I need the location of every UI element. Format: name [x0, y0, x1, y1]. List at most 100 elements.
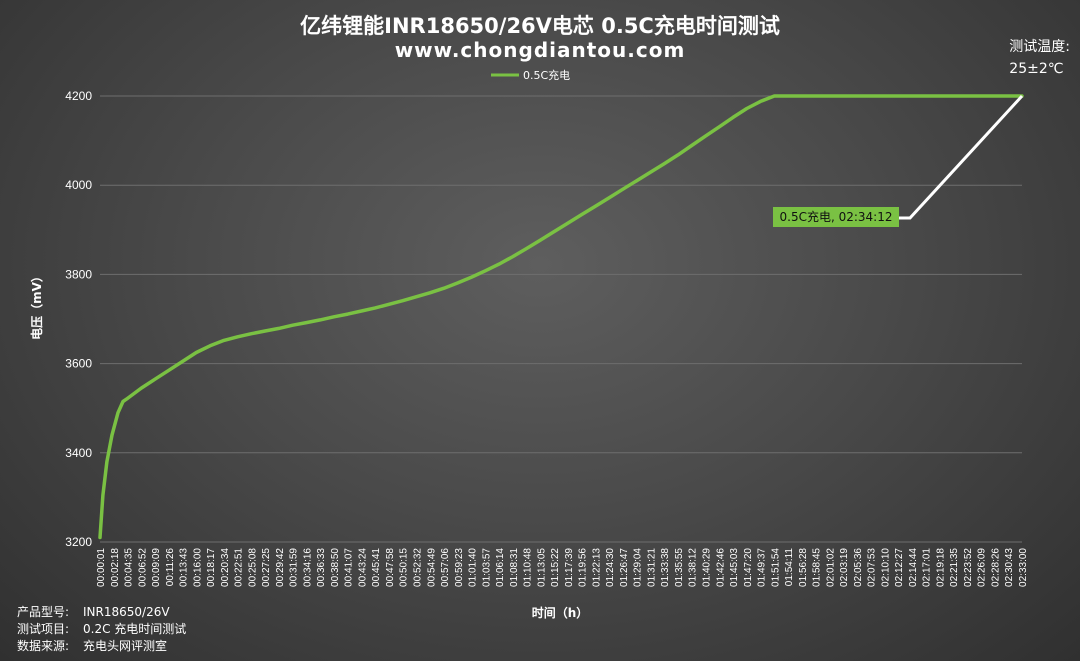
- x-tick-label: 01:40:29: [701, 548, 712, 587]
- x-tick-label: 01:58:45: [812, 548, 823, 587]
- y-tick-label: 3800: [65, 267, 92, 281]
- x-tick-label: 01:17:39: [564, 548, 575, 587]
- x-tick-label: 02:26:09: [977, 548, 988, 587]
- x-tick-label: 02:03:19: [839, 548, 850, 587]
- footer-source-row: 数据来源: 充电头网评测室: [17, 638, 186, 655]
- footer-product-row: 产品型号: INR18650/26V: [17, 604, 186, 621]
- test-temperature-value: 25±2℃: [1009, 61, 1064, 77]
- y-axis-label: 电压（mV）: [29, 270, 44, 340]
- x-tick-label: 01:29:04: [633, 548, 644, 587]
- x-tick-label: 02:07:53: [867, 548, 878, 587]
- x-tick-label: 01:47:20: [743, 548, 754, 587]
- x-tick-label: 00:16:00: [192, 548, 203, 587]
- x-tick-label: 01:49:37: [757, 548, 768, 587]
- y-tick-label: 3400: [65, 446, 92, 460]
- x-tick-label: 02:19:18: [935, 548, 946, 587]
- callout-box: [773, 207, 899, 227]
- footer-source-value: 充电头网评测室: [83, 639, 168, 653]
- test-temperature-note: 测试温度: 25±2℃: [1009, 36, 1070, 80]
- chart-subtitle: www.chongdiantou.com: [394, 38, 686, 62]
- x-tick-label: 00:18:17: [206, 548, 217, 587]
- x-tick-label: 01:15:22: [550, 548, 561, 587]
- x-tick-label: 00:20:34: [220, 548, 231, 587]
- x-tick-label: 02:33:00: [1018, 548, 1029, 587]
- chart-legend: 0.5C充电: [491, 68, 570, 82]
- x-tick-label: 01:42:46: [715, 548, 726, 587]
- chart-series: [98, 94, 1024, 540]
- x-axis-ticks: 00:00:01 00:02:18 00:04:35 00:06:52 00:09:09…: [96, 548, 1029, 587]
- x-tick-label: 02:05:36: [853, 548, 864, 587]
- x-tick-label: 00:02:18: [110, 548, 121, 587]
- x-tick-label: 00:22:51: [234, 548, 245, 587]
- x-tick-label: 00:11:26: [165, 548, 176, 587]
- x-tick-label: 00:25:08: [247, 548, 258, 587]
- chart-grid: [100, 95, 1022, 543]
- y-tick-label: 4200: [65, 89, 92, 103]
- x-tick-label: 01:33:38: [660, 548, 671, 587]
- x-tick-label: 00:09:09: [151, 548, 162, 587]
- x-tick-label: 02:21:35: [949, 548, 960, 587]
- x-tick-label: 02:28:26: [990, 548, 1001, 587]
- x-tick-label: 00:13:43: [179, 548, 190, 587]
- x-tick-label: 01:01:40: [468, 548, 479, 587]
- x-tick-label: 01:03:57: [481, 548, 492, 587]
- x-tick-label: 01:54:11: [784, 548, 795, 587]
- x-tick-label: 00:00:01: [96, 548, 107, 587]
- x-tick-label: 00:36:33: [316, 548, 327, 587]
- x-tick-label: 00:06:52: [137, 548, 148, 587]
- y-tick-label: 3600: [65, 357, 92, 371]
- x-tick-label: 01:08:31: [509, 548, 520, 587]
- x-tick-label: 00:59:23: [454, 548, 465, 587]
- x-tick-label: 02:01:02: [825, 548, 836, 587]
- chart-title: 亿纬锂能INR18650/26V电芯 0.5C充电时间测试: [300, 14, 780, 38]
- x-tick-label: 02:23:52: [963, 548, 974, 587]
- x-tick-label: 01:06:14: [495, 548, 506, 587]
- x-tick-label: 01:10:48: [523, 548, 534, 587]
- chart-annotation: 0.5C充电, 02:34:12: [773, 94, 1024, 227]
- x-tick-label: 01:56:28: [798, 548, 809, 587]
- x-tick-label: 00:47:58: [385, 548, 396, 587]
- x-tick-label: 00:34:16: [302, 548, 313, 587]
- x-tick-label: 02:10:10: [880, 548, 891, 587]
- x-tick-label: 00:57:06: [440, 548, 451, 587]
- x-tick-label: 00:50:15: [399, 548, 410, 587]
- x-tick-label: 00:27:25: [261, 548, 272, 587]
- x-tick-label: 02:12:27: [894, 548, 905, 587]
- x-tick-label: 02:17:01: [922, 548, 933, 587]
- series-line: [98, 94, 1024, 540]
- x-tick-label: 01:13:05: [536, 548, 547, 587]
- x-tick-label: 00:41:07: [344, 548, 355, 587]
- x-tick-label: 00:31:59: [289, 548, 300, 587]
- x-tick-label: 01:22:13: [591, 548, 602, 587]
- callout-leader: [898, 94, 1024, 220]
- x-tick-label: 01:24:30: [605, 548, 616, 587]
- x-tick-label: 02:30:43: [1004, 548, 1015, 587]
- x-tick-label: 01:19:56: [578, 548, 589, 587]
- x-tick-label: 00:38:50: [330, 548, 341, 587]
- x-axis-label: 时间（h）: [532, 605, 589, 620]
- y-axis-ticks: 3200 3400 3600 3800 4000 4200: [65, 89, 92, 549]
- x-tick-label: 01:26:47: [619, 548, 630, 587]
- footer-item-row: 测试项目: 0.2C 充电时间测试: [17, 621, 186, 638]
- legend-label: 0.5C充电: [523, 68, 570, 82]
- y-tick-label: 4000: [65, 178, 92, 192]
- footer-item-key: 测试项目:: [17, 622, 70, 636]
- x-tick-label: 01:35:55: [674, 548, 685, 587]
- x-tick-label: 02:14:44: [908, 548, 919, 587]
- footer-product-key: 产品型号:: [17, 605, 70, 619]
- x-tick-label: 00:45:41: [371, 548, 382, 587]
- x-tick-label: 00:29:42: [275, 548, 286, 587]
- footer-item-value: 0.2C 充电时间测试: [83, 622, 187, 636]
- chart-footer: 产品型号: INR18650/26V 测试项目: 0.2C 充电时间测试 数据来源:…: [17, 604, 186, 655]
- x-tick-label: 01:45:03: [729, 548, 740, 587]
- x-tick-label: 01:51:54: [770, 548, 781, 587]
- footer-source-key: 数据来源:: [17, 639, 70, 653]
- test-temperature-label: 测试温度:: [1009, 39, 1070, 55]
- x-tick-label: 00:43:24: [357, 548, 368, 587]
- x-tick-label: 00:54:49: [426, 548, 437, 587]
- x-tick-label: 01:38:12: [688, 548, 699, 587]
- x-tick-label: 01:31:21: [646, 548, 657, 587]
- x-tick-label: 00:52:32: [413, 548, 424, 587]
- x-tick-label: 00:04:35: [124, 548, 135, 587]
